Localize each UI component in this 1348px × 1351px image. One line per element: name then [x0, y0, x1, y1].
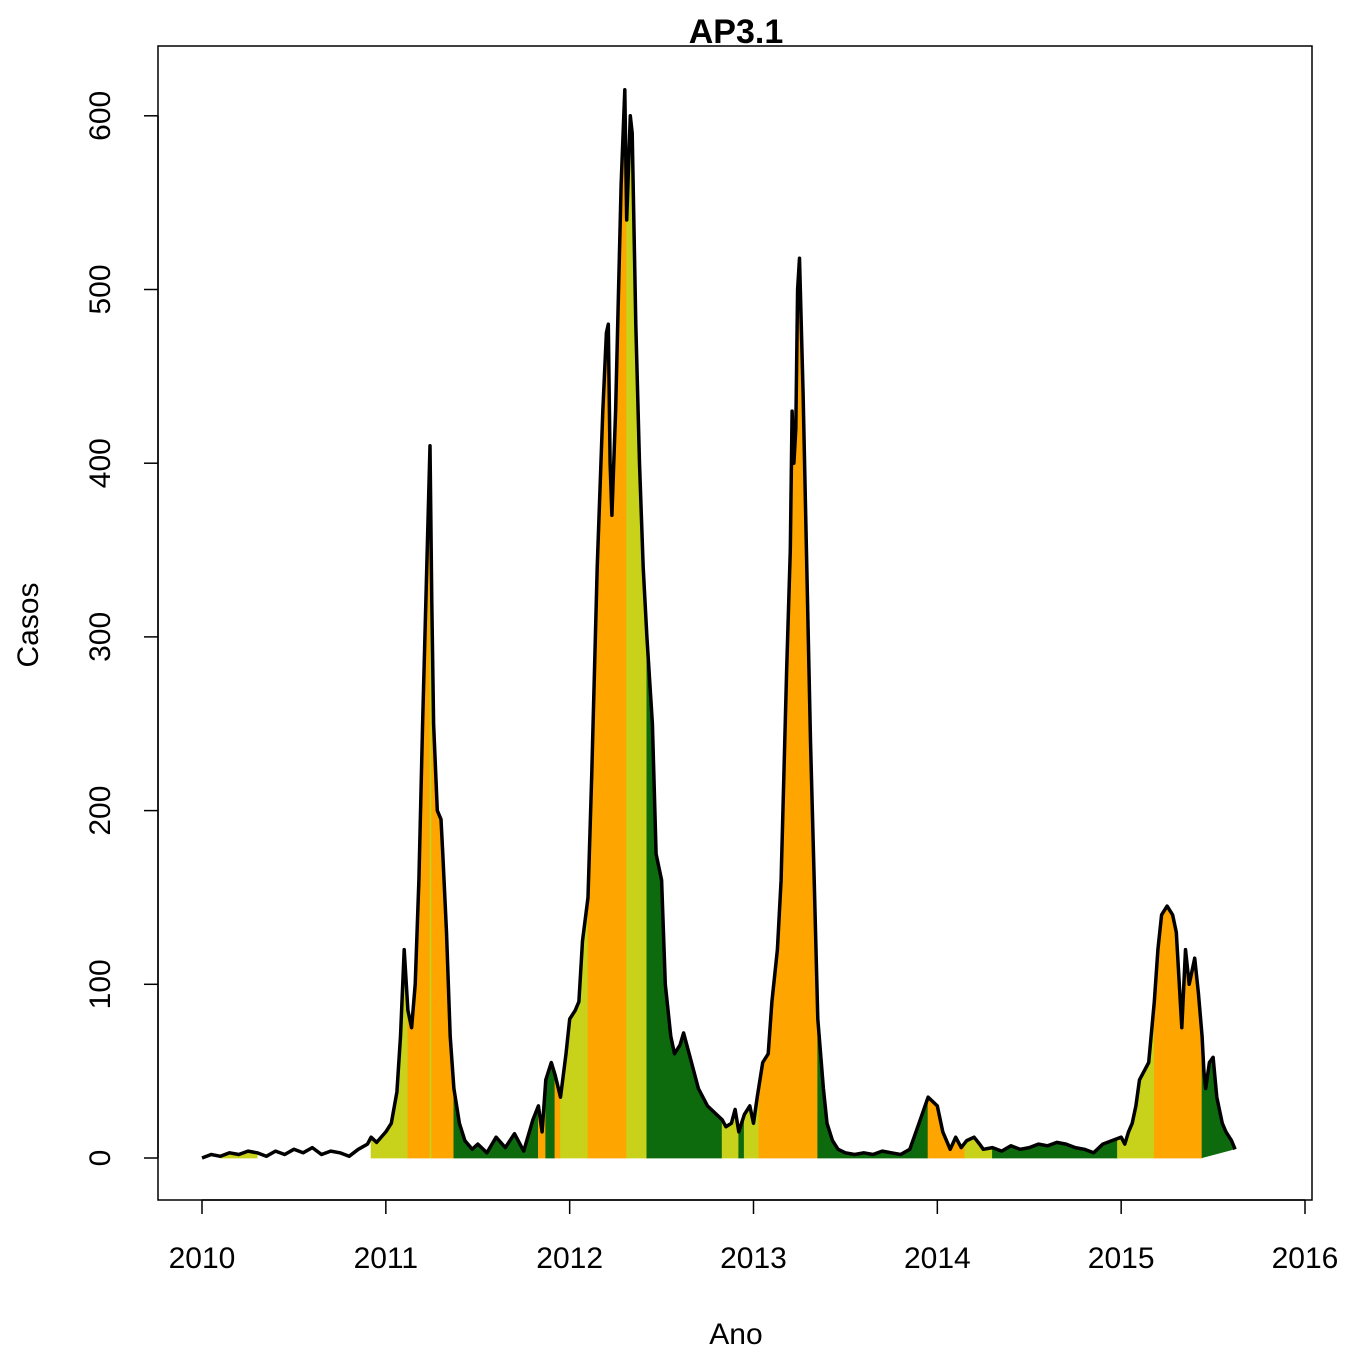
y-tick-label: 300	[84, 612, 117, 662]
x-tick-label: 2015	[1088, 1242, 1155, 1275]
x-tick-label: 2012	[536, 1242, 603, 1275]
x-axis: 2010 2011 2012 2013 2014 2015 2016	[169, 1199, 1339, 1275]
y-axis-title: Casos	[12, 582, 45, 667]
y-tick-label: 0	[84, 1150, 117, 1167]
y-axis: 0 100 200 300 400 500 600	[84, 91, 159, 1167]
chart-title: AP3.1	[689, 13, 784, 51]
y-tick-label: 600	[84, 91, 117, 141]
x-tick-label: 2010	[169, 1242, 236, 1275]
cases-line	[201, 87, 1237, 1160]
x-tick-label: 2011	[354, 1242, 419, 1275]
x-tick-label: 2014	[904, 1242, 971, 1275]
y-tick-label: 100	[84, 959, 117, 1009]
y-tick-label: 500	[84, 264, 117, 314]
x-axis-title: Ano	[709, 1318, 762, 1351]
x-tick-label: 2016	[1272, 1242, 1339, 1275]
x-tick-label: 2013	[720, 1242, 787, 1275]
y-tick-label: 200	[84, 786, 117, 836]
y-tick-label: 400	[84, 438, 117, 488]
